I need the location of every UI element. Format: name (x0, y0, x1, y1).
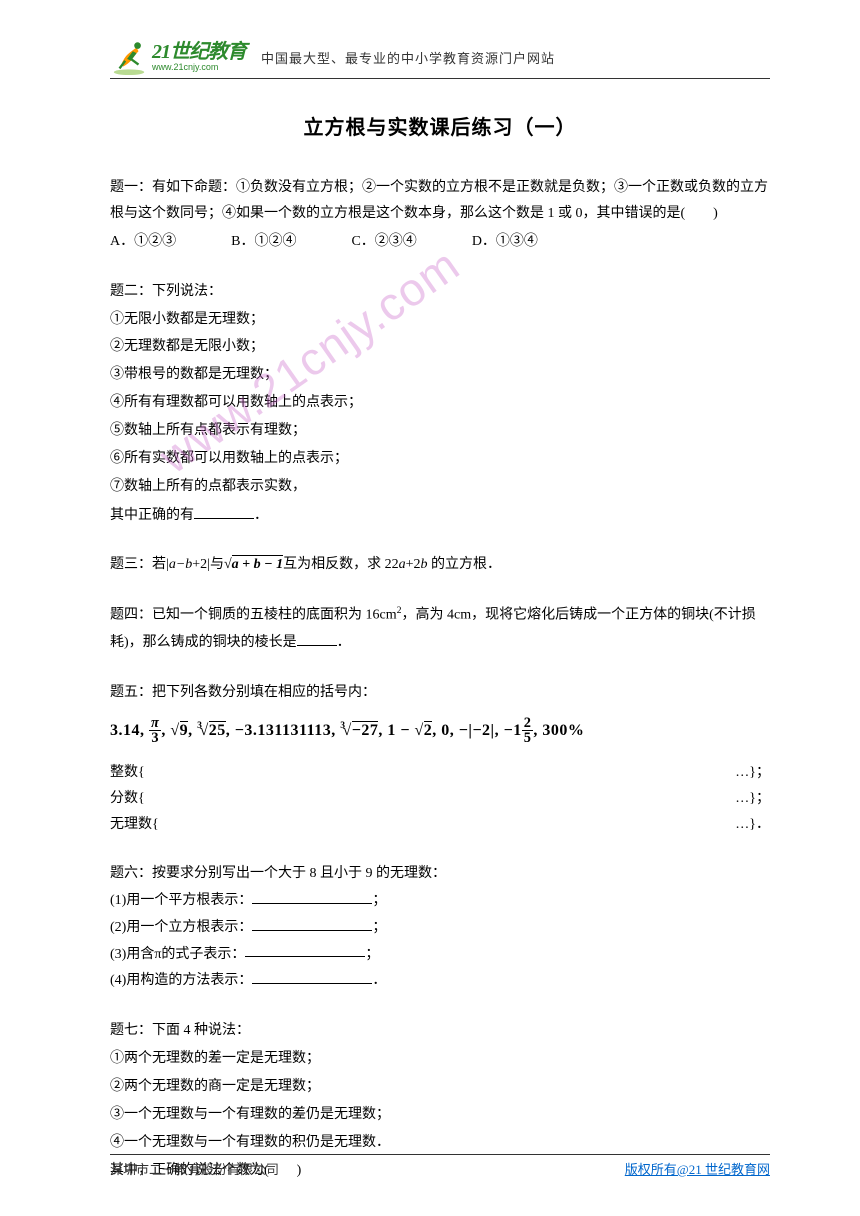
logo-title: 21世纪教育 (152, 41, 246, 63)
q2-l4: ④所有有理数都可以用数轴上的点表示； (110, 390, 770, 416)
q5-int-label: 整数{ (110, 760, 165, 786)
header-tagline: 中国最大型、最专业的中小学教育资源门户网站 (261, 48, 555, 67)
q3-var2: a (399, 557, 406, 572)
question-5: 题五：把下列各数分别填在相应的括号内： 3.14, π3, √9, 3√25, … (110, 680, 770, 838)
page-footer: 深圳市二一教育股份有限公司 版权所有@21 世纪教育网 (110, 1154, 770, 1178)
q6-period: ． (372, 973, 386, 988)
q3-end: 的立方根． (428, 557, 502, 572)
q1-opt-b: B．①②④ (231, 229, 296, 255)
question-2: 题二：下列说法： ①无限小数都是无理数； ②无理数都是无限小数； ③带根号的数都… (110, 279, 770, 529)
q2-end: 其中正确的有 ． (110, 502, 770, 529)
q4-blank (297, 629, 337, 646)
q5-irr-row: 无理数{ …}． (110, 812, 770, 838)
q5-frac-label: 分数{ (110, 786, 165, 812)
q2-l2: ②无理数都是无限小数； (110, 334, 770, 360)
logo-runner-icon (110, 38, 148, 76)
question-3: 题三：若|a−b+2|与√a + b − 1互为相反数，求 22a+2b 的立方… (110, 552, 770, 578)
logo: 21世纪教育 www.21cnjy.com (110, 38, 246, 76)
q5-frac-row: 分数{ …}； (110, 786, 770, 812)
page-header: 21世纪教育 www.21cnjy.com 中国最大型、最专业的中小学教育资源门… (110, 38, 770, 79)
q2-l1: ①无限小数都是无理数； (110, 307, 770, 333)
q2-blank (194, 502, 254, 519)
q1-opt-c: C．②③④ (351, 229, 416, 255)
footer-company: 深圳市二一教育股份有限公司 (110, 1159, 279, 1178)
q6-l2-text: (2)用一个立方根表示： (110, 920, 252, 935)
q7-l2: ②两个无理数的商一定是无理数； (110, 1074, 770, 1100)
q6-l3: (3)用含π的式子表示： ； (110, 941, 770, 968)
q5-intro: 题五：把下列各数分别填在相应的括号内： (110, 680, 770, 706)
sqrt-expr: √a + b − 1 (224, 555, 283, 572)
q3-mid3: +2 (406, 557, 421, 572)
q6-semi2: ； (372, 920, 386, 935)
q7-l1: ①两个无理数的差一定是无理数； (110, 1046, 770, 1072)
footer-copyright-link[interactable]: 版权所有@21 世纪教育网 (625, 1159, 770, 1178)
q5-frac-end: …}； (735, 786, 770, 812)
q6-semi3: ； (365, 946, 379, 961)
q4-period: ． (337, 635, 351, 650)
q2-l5: ⑤数轴上所有点都表示有理数； (110, 418, 770, 444)
q7-l4: ④一个无理数与一个有理数的积仍是无理数． (110, 1130, 770, 1156)
q5-int-end: …}； (735, 760, 770, 786)
logo-text: 21世纪教育 www.21cnjy.com (152, 41, 246, 73)
q2-end-text: 其中正确的有 (110, 508, 194, 523)
document-content: 立方根与实数课后练习（一） 题一：有如下命题：①负数没有立方根；②一个实数的立方… (110, 110, 770, 1183)
q4-text: 题四：已知一个铜质的五棱柱的底面积为 16cm (110, 608, 397, 623)
q6-blank2 (252, 914, 372, 931)
q6-l4: (4)用构造的方法表示： ． (110, 967, 770, 994)
q7-intro: 题七：下面 4 种说法： (110, 1018, 770, 1044)
q2-period: ． (254, 508, 268, 523)
q2-intro: 题二：下列说法： (110, 279, 770, 305)
q6-semi1: ； (372, 893, 386, 908)
q2-l6: ⑥所有实数都可以用数轴上的点表示； (110, 446, 770, 472)
q6-blank4 (252, 967, 372, 984)
q6-l1: (1)用一个平方根表示： ； (110, 887, 770, 914)
q1-options: A．①②③ B．①②④ C．②③④ D．①③④ (110, 229, 770, 255)
q1-opt-a: A．①②③ (110, 229, 176, 255)
q6-l3-text: (3)用含π的式子表示： (110, 946, 245, 961)
q5-irr-end: …}． (735, 812, 770, 838)
q2-l7: ⑦数轴上所有的点都表示实数， (110, 474, 770, 500)
question-6: 题六：按要求分别写出一个大于 8 且小于 9 的无理数： (1)用一个平方根表示… (110, 861, 770, 994)
q6-blank3 (245, 941, 365, 958)
logo-url: www.21cnjy.com (152, 63, 246, 73)
q2-l3: ③带根号的数都是无理数； (110, 362, 770, 388)
q6-l1-text: (1)用一个平方根表示： (110, 893, 252, 908)
q3-var1: a−b (169, 557, 192, 572)
q3-mid1: +2|与 (192, 557, 224, 572)
question-4: 题四：已知一个铜质的五棱柱的底面积为 16cm2，高为 4cm，现将它熔化后铸成… (110, 602, 770, 655)
q7-l3: ③一个无理数与一个有理数的差仍是无理数； (110, 1102, 770, 1128)
q1-text: 题一：有如下命题：①负数没有立方根；②一个实数的立方根不是正数就是负数；③一个正… (110, 175, 770, 227)
question-1: 题一：有如下命题：①负数没有立方根；②一个实数的立方根不是正数就是负数；③一个正… (110, 175, 770, 255)
q6-intro: 题六：按要求分别写出一个大于 8 且小于 9 的无理数： (110, 861, 770, 887)
q1-opt-d: D．①③④ (472, 229, 538, 255)
q5-int-row: 整数{ …}； (110, 760, 770, 786)
q3-mid2: 互为相反数，求 22 (283, 557, 399, 572)
q6-blank1 (252, 887, 372, 904)
q6-l4-text: (4)用构造的方法表示： (110, 973, 252, 988)
q3-pre: 题三：若| (110, 557, 169, 572)
q5-irr-label: 无理数{ (110, 812, 165, 838)
page-title: 立方根与实数课后练习（一） (110, 110, 770, 147)
q3-var3: b (421, 557, 428, 572)
q6-l2: (2)用一个立方根表示： ； (110, 914, 770, 941)
q5-numbers: 3.14, π3, √9, 3√25, −3.131131113, 3√−27,… (110, 716, 770, 746)
